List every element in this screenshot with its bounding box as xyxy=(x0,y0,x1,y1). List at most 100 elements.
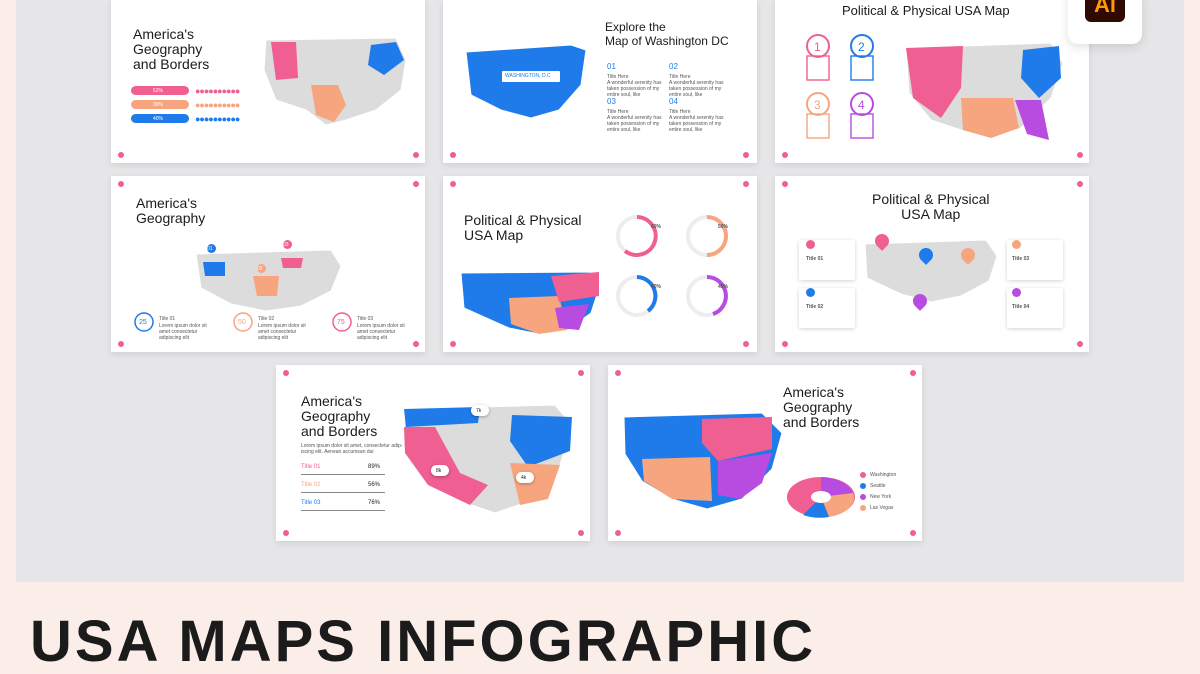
stat-bar xyxy=(131,86,189,95)
progress-circles xyxy=(134,312,352,332)
usa-map-regions xyxy=(403,404,573,514)
slide-dot xyxy=(1077,181,1083,187)
slide-3[interactable]: Political & Physical USA Map 1 2 3 4 xyxy=(775,0,1089,163)
stat-value: 50% xyxy=(718,224,729,230)
slide-dot xyxy=(1077,341,1083,347)
legend-swatch xyxy=(860,494,866,500)
legend-label: Las Vegas xyxy=(870,505,894,511)
pin-label: 02 xyxy=(257,266,263,272)
row-value: 56% xyxy=(368,482,381,488)
step-number: 4 xyxy=(858,98,865,112)
slide-dot xyxy=(578,530,584,536)
donut-stats xyxy=(616,215,728,317)
circle-label: Title 02 xyxy=(258,316,275,322)
card-icon xyxy=(1012,240,1021,249)
stat-value: 52% xyxy=(153,88,164,94)
row-label: Title 03 xyxy=(301,500,321,506)
stat-bar xyxy=(131,100,189,109)
slide-dot xyxy=(910,530,916,536)
step-markers xyxy=(806,34,874,139)
slide-4[interactable]: America's Geography 01 02 03 25 50 75 Ti… xyxy=(111,176,425,352)
item-number: 02 xyxy=(669,62,678,71)
slide-dot xyxy=(1077,152,1083,158)
badge-value: 4k xyxy=(521,475,527,481)
legend-label: New York xyxy=(870,494,892,500)
item-label: Title Here xyxy=(669,74,691,80)
slide-dot xyxy=(578,370,584,376)
item-label: Title Here xyxy=(669,109,691,115)
slide-4-title: America's Geography xyxy=(136,195,206,226)
slide-1[interactable]: America's Geography and Borders 52% 30% … xyxy=(111,0,425,163)
value-badge xyxy=(471,405,489,416)
slide-1-title: America's Geography and Borders xyxy=(133,26,210,72)
card-title: Title 04 xyxy=(1012,304,1030,310)
slide-dot xyxy=(782,181,788,187)
slide-6[interactable]: Political & Physical USA Map Title 01 Ti… xyxy=(775,176,1089,352)
card-title: Title 02 xyxy=(806,304,824,310)
item-body: A wonderful serenity has taken possessio… xyxy=(669,115,724,133)
step-number: 3 xyxy=(814,98,821,112)
item-body: A wonderful serenity has taken possessio… xyxy=(607,80,662,98)
slide-dot xyxy=(450,152,456,158)
circle-label: Title 03 xyxy=(357,316,374,322)
usa-map-colored xyxy=(460,271,600,335)
slide-dot xyxy=(910,370,916,376)
slide-dot xyxy=(782,152,788,158)
value-badge xyxy=(516,472,534,483)
slide-5-title: Political & Physical USA Map xyxy=(464,212,582,243)
slide-dot xyxy=(413,341,419,347)
slide-7-title: America's Geography and Borders xyxy=(301,393,378,439)
circle-body: Lorem ipsum dolor sit amet consectetur a… xyxy=(159,323,207,341)
row-label: Title 01 xyxy=(301,464,321,470)
legend-swatch xyxy=(860,505,866,511)
slide-dot xyxy=(743,181,749,187)
usa-map-regions xyxy=(905,42,1064,140)
slide-dot xyxy=(413,152,419,158)
slide-dot xyxy=(782,341,788,347)
circle-value: 75 xyxy=(337,319,345,326)
slide-8-title: America's Geography and Borders xyxy=(783,384,860,430)
slide-7[interactable]: America's Geography and Borders Lorem ip… xyxy=(276,365,590,541)
legend-label: Washington xyxy=(870,472,897,478)
item-number: 01 xyxy=(607,62,616,71)
legend-swatch xyxy=(860,472,866,478)
row-divider xyxy=(301,474,385,475)
slide-7-body: Lorem ipsum dolor sit amet, consectetur … xyxy=(301,443,403,455)
card-title: Title 01 xyxy=(806,256,824,262)
pin-label: 03 xyxy=(283,242,289,248)
legend-label: Seattle xyxy=(870,483,886,489)
map-pin xyxy=(283,240,292,249)
circle-body: Lorem ipsum dolor sit amet consectetur a… xyxy=(258,323,306,341)
stat-value: 45% xyxy=(718,284,729,290)
stat-bar xyxy=(131,114,189,123)
map-pin xyxy=(207,244,216,253)
usa-map xyxy=(263,37,407,126)
circle-label: Title 01 xyxy=(159,316,176,322)
slide-dot xyxy=(283,370,289,376)
item-number: 04 xyxy=(669,97,678,106)
slide-dot xyxy=(118,341,124,347)
slide-5[interactable]: Political & Physical USA Map 60% 50% 40%… xyxy=(443,176,757,352)
slide-dot xyxy=(743,341,749,347)
item-number: 03 xyxy=(607,97,616,106)
map-label-box xyxy=(501,70,561,83)
usa-map-colored xyxy=(623,412,783,510)
slide-2[interactable]: WASHINGTON, D.C Explore the Map of Washi… xyxy=(443,0,757,163)
card-icon xyxy=(806,288,815,297)
row-value: 89% xyxy=(368,464,381,470)
card-title: Title 03 xyxy=(1012,256,1030,262)
slide-dot xyxy=(118,181,124,187)
slide-dot xyxy=(743,152,749,158)
stat-value: 40% xyxy=(651,284,662,290)
row-value: 76% xyxy=(368,500,381,506)
step-number: 1 xyxy=(814,40,821,54)
circle-body: Lorem ipsum dolor sit amet consectetur a… xyxy=(357,323,405,341)
item-body: A wonderful serenity has taken possessio… xyxy=(607,115,662,133)
pie-3d xyxy=(787,477,855,518)
circle-value: 25 xyxy=(139,319,147,326)
card-icon xyxy=(1012,288,1021,297)
map-pin xyxy=(257,264,266,273)
slide-8[interactable]: America's Geography and Borders Washingt… xyxy=(608,365,922,541)
illustrator-icon: Ai xyxy=(1085,0,1125,22)
value-badge xyxy=(431,465,449,476)
